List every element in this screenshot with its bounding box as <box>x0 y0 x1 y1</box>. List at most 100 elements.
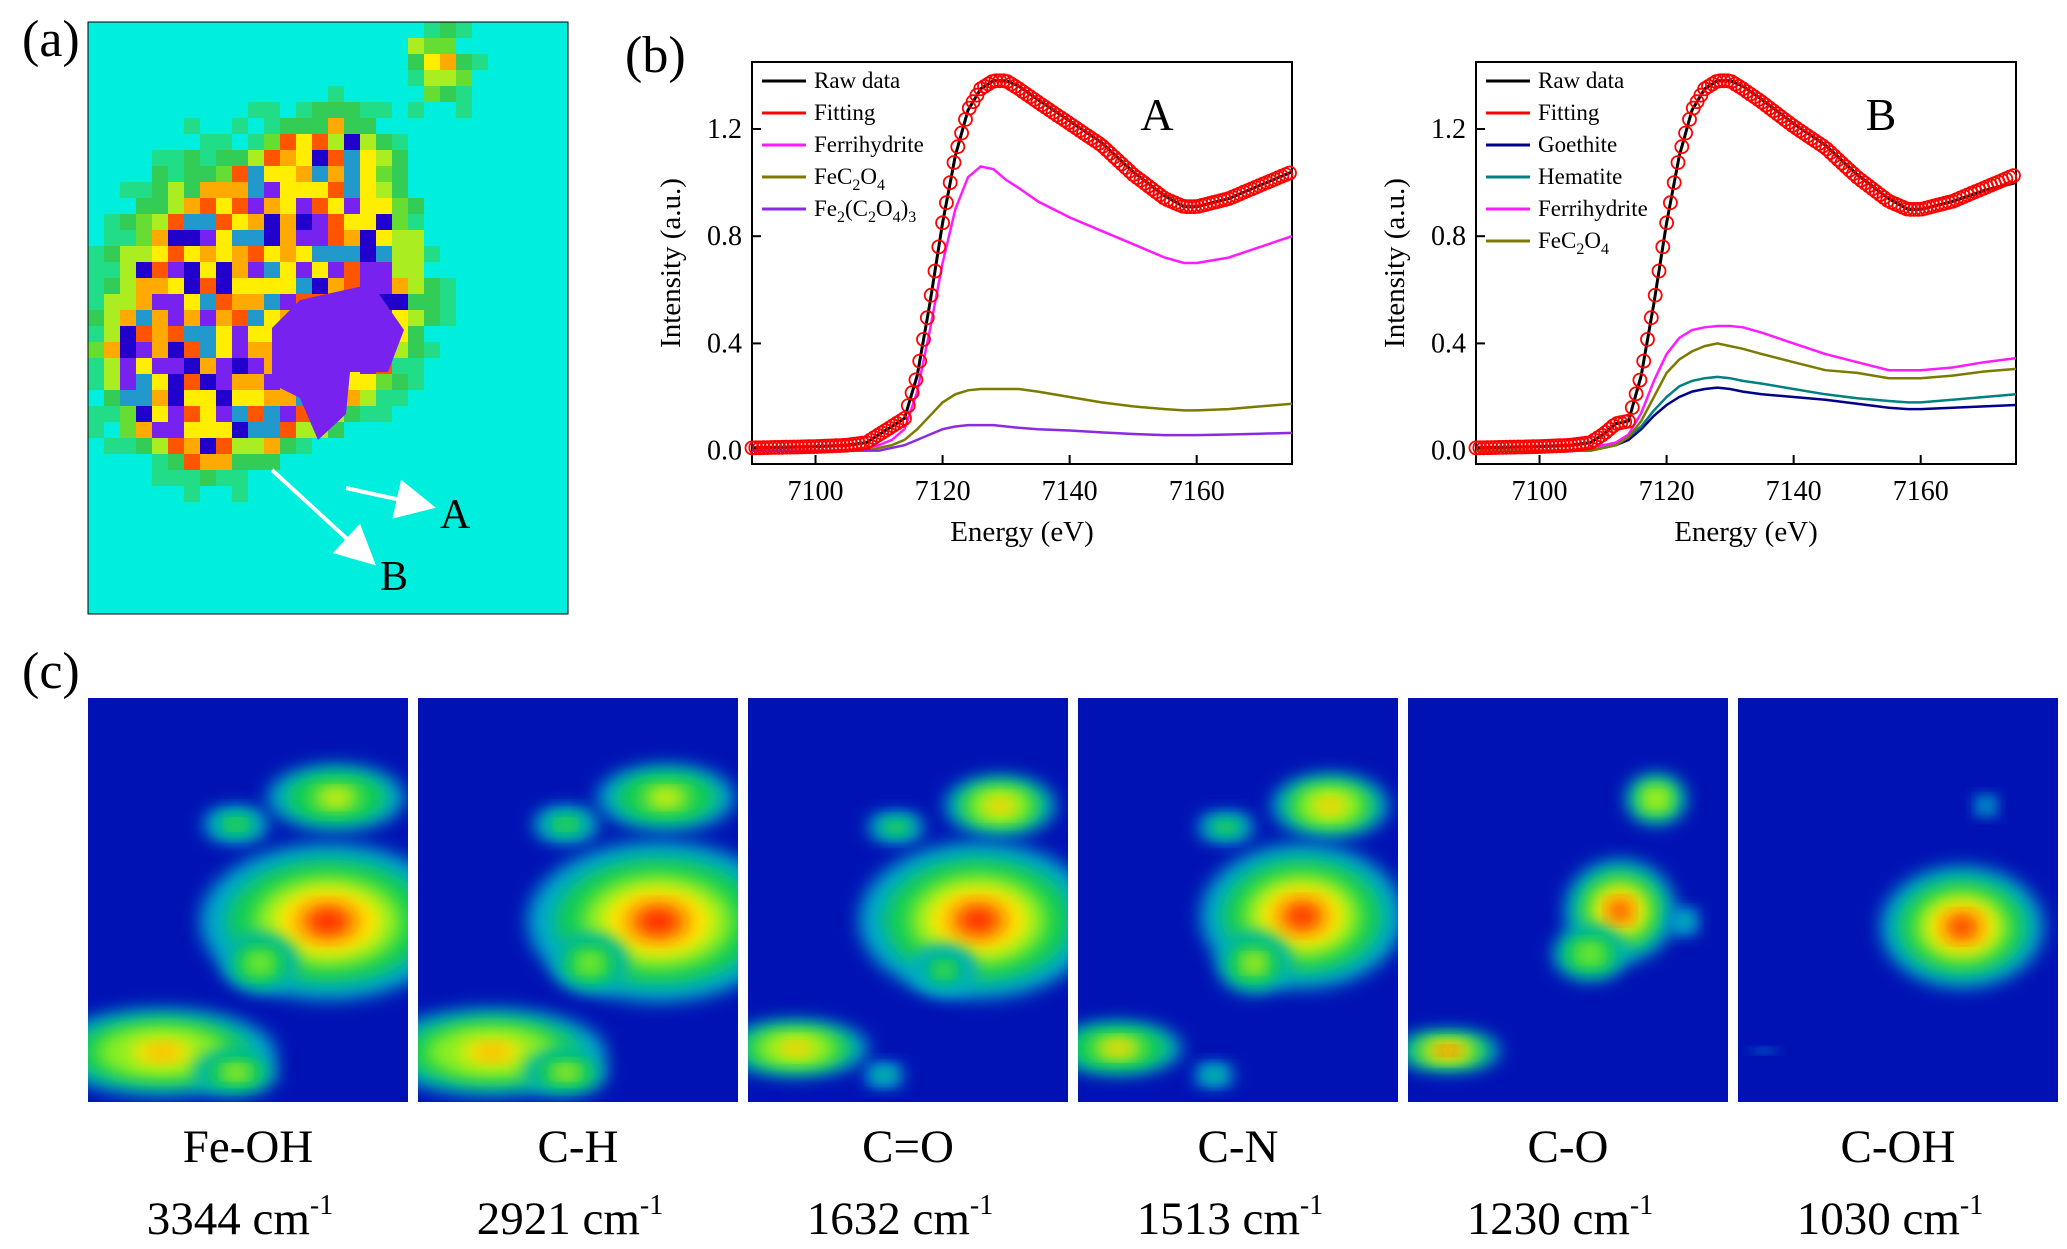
map-pixel <box>248 134 264 150</box>
map-pixel <box>168 262 184 278</box>
map-pixel <box>360 150 376 166</box>
hotspot <box>582 957 598 970</box>
hotspot <box>937 965 951 975</box>
fitting-marker <box>1030 94 1046 110</box>
fitting-marker <box>1674 139 1690 155</box>
map-pixel <box>88 294 104 310</box>
fitting-marker <box>1049 107 1065 123</box>
y-tick-label: 1.2 <box>1431 114 1466 145</box>
map-pixel <box>120 310 136 326</box>
map-pixel <box>168 358 184 374</box>
map-pixel <box>360 214 376 230</box>
map-pixel <box>184 230 200 246</box>
map-pixel <box>424 86 440 102</box>
map-pixel <box>296 118 312 134</box>
map-pixel <box>376 390 392 406</box>
fitting-marker <box>1552 438 1568 454</box>
map-pixel <box>328 150 344 166</box>
fitting-marker <box>1007 79 1023 94</box>
map-pixel <box>168 438 184 454</box>
map-pixel <box>168 342 184 358</box>
map-pixel <box>88 246 104 262</box>
map-pixel <box>392 358 408 374</box>
fitting-marker <box>1483 440 1499 456</box>
fitting-marker <box>1034 97 1050 113</box>
map-pixel <box>456 86 472 102</box>
map-pixel <box>264 422 280 438</box>
fitting-marker <box>973 81 989 97</box>
map-pixel <box>136 374 152 390</box>
map-pixel <box>328 214 344 230</box>
map-pixel <box>136 246 152 262</box>
map-pixel <box>232 166 248 182</box>
map-pixel <box>360 182 376 198</box>
fitting-marker <box>1179 199 1194 215</box>
map-pixel <box>248 262 264 278</box>
map-pixel <box>264 438 280 454</box>
map-pixel <box>392 246 408 262</box>
map-pixel <box>440 86 456 102</box>
fitting-marker <box>939 195 954 211</box>
fitting-marker <box>919 310 935 326</box>
fitting-marker <box>946 155 962 170</box>
fitting-marker <box>912 353 928 369</box>
x-tick-label: 7160 <box>1169 476 1225 507</box>
map-pixel <box>152 374 168 390</box>
map-pixel <box>248 198 264 214</box>
map-pixel <box>88 278 104 294</box>
map-pixel <box>408 70 424 86</box>
map-pixel <box>136 230 152 246</box>
series-line-ferrihydrite <box>752 165 1293 452</box>
map-pixel <box>280 150 296 166</box>
map-pixel <box>168 390 184 406</box>
map-pixel <box>408 278 424 294</box>
fitting-marker <box>1701 79 1716 94</box>
map-pixel <box>408 230 424 246</box>
map-pixel <box>248 438 264 454</box>
fitting-marker <box>870 427 886 443</box>
legend-entry: Raw data <box>1538 68 1624 93</box>
hotspot <box>1582 948 1598 960</box>
map-pixel <box>440 70 456 86</box>
map-frame <box>87 21 569 615</box>
map-pixel <box>376 102 392 118</box>
fitting-marker <box>2006 168 2021 184</box>
map-pixel <box>216 134 232 150</box>
fitting-marker <box>1624 400 1640 415</box>
map-pixel <box>408 246 424 262</box>
map-pixel <box>184 470 200 486</box>
map-pixel <box>280 278 296 294</box>
map-pixel <box>344 262 360 278</box>
map-pixel <box>280 262 296 278</box>
map-pixel <box>232 182 248 198</box>
map-pixel <box>168 230 184 246</box>
hotspot <box>1983 803 1989 809</box>
map-pixel <box>200 454 216 470</box>
map-pixel <box>344 134 360 150</box>
hotspot <box>890 824 902 831</box>
fitting-marker <box>790 439 806 455</box>
xanes-chart-a: 7100 7120 7140 7160 0.0 0.4 0.8 1.2 Energy (eV) I… <box>655 61 1297 548</box>
map-pixel <box>216 230 232 246</box>
map-pixel <box>200 438 216 454</box>
fitting-marker <box>862 432 878 448</box>
map-pixel <box>184 214 200 230</box>
fitting-marker <box>1907 201 1922 217</box>
map-pixel <box>312 230 328 246</box>
map-pixel <box>184 262 200 278</box>
map-pixel <box>264 198 280 214</box>
map-pixel <box>136 406 152 422</box>
fitting-marker <box>988 73 1004 89</box>
map-pixel <box>312 214 328 230</box>
map-pixel <box>376 230 392 246</box>
map-pixel <box>456 70 472 86</box>
fitting-marker <box>1518 439 1533 455</box>
legend-entry: Goethite <box>1538 132 1617 157</box>
map-pixel <box>88 262 104 278</box>
map-pixel <box>392 134 408 150</box>
map-pixel <box>344 390 360 406</box>
map-pixel <box>184 182 200 198</box>
map-pixel <box>104 326 120 342</box>
x-tick-label: 7100 <box>788 476 844 507</box>
map-pixel <box>248 166 264 182</box>
